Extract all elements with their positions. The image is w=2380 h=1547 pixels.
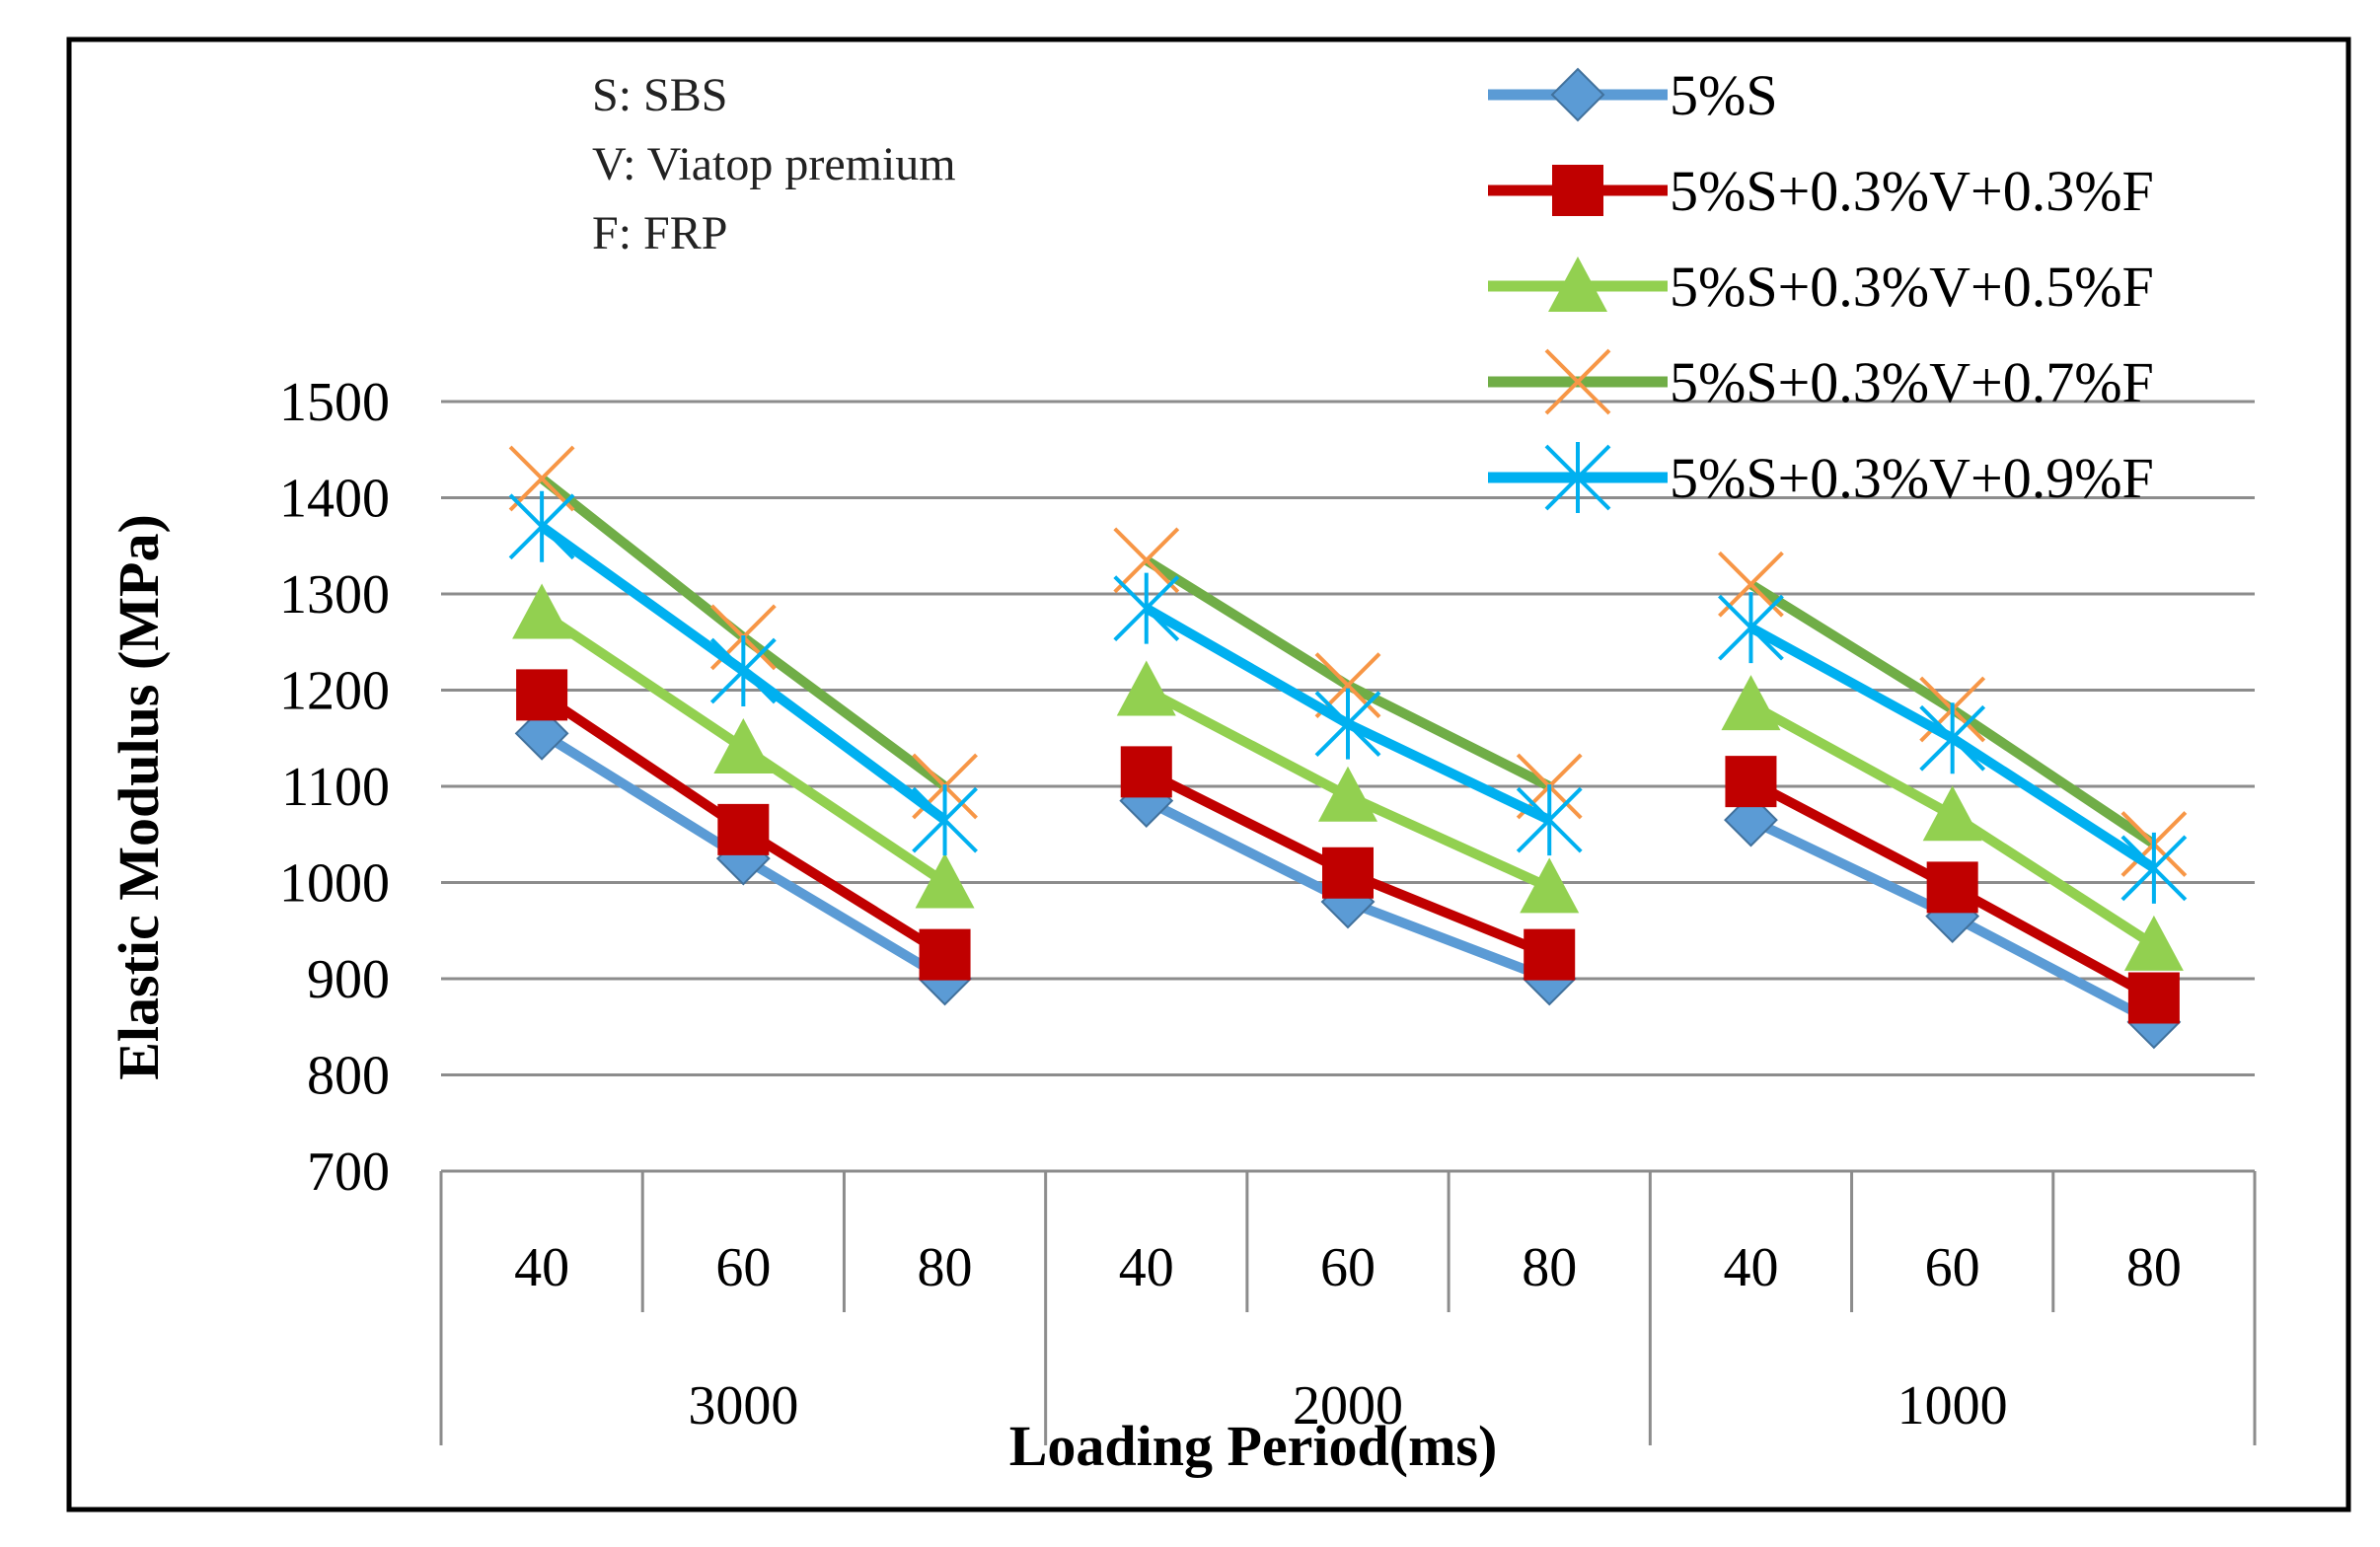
x-tick-label: 80 bbox=[918, 1237, 973, 1298]
x-tick-label: 60 bbox=[1320, 1237, 1376, 1298]
x-tick-label: 80 bbox=[2126, 1237, 2182, 1298]
data-point bbox=[1322, 847, 1374, 899]
data-point bbox=[1520, 857, 1580, 914]
x-tick-label: 60 bbox=[715, 1237, 771, 1298]
y-tick-label: 1500 bbox=[279, 372, 390, 433]
series-5-s-0-3-v-0-5-f bbox=[512, 583, 2184, 971]
data-point bbox=[516, 669, 568, 721]
data-point bbox=[1922, 785, 1982, 842]
abbreviation-notes: S: SBS V: Viatop premium F: FRP bbox=[592, 69, 956, 259]
marker-stroke bbox=[1113, 527, 1180, 594]
y-tick-label: 900 bbox=[307, 949, 390, 1010]
x-axis: 40 60 80 3000 40 60 80 2000 40 60 80 1000 bbox=[439, 1171, 2257, 1445]
y-axis-title: Elastic Modulus (MPa) bbox=[107, 514, 171, 1080]
note-line: V: Viatop premium bbox=[592, 138, 956, 190]
data-point bbox=[1116, 660, 1176, 716]
marker-stroke bbox=[508, 445, 575, 512]
series-5-s-0-3-v-0-9-f bbox=[508, 490, 2188, 904]
y-tick-label: 1400 bbox=[279, 469, 390, 530]
data-point bbox=[912, 784, 978, 856]
legend-label: 5%S+0.3%V+0.9%F bbox=[1670, 446, 2154, 510]
legend: 5%S 5%S+0.3%V+0.3%F 5%S+0.3%V+0.5%F 5%S+0.3… bbox=[1488, 63, 2154, 513]
marker-stroke bbox=[1544, 348, 1611, 415]
x-axis-title: Loading Period(ms) bbox=[1009, 1414, 1498, 1478]
y-tick-label: 1200 bbox=[279, 661, 390, 722]
data-point bbox=[919, 928, 971, 981]
note-line: F: FRP bbox=[592, 207, 727, 259]
data-point bbox=[1516, 784, 1583, 856]
data-point bbox=[1926, 861, 1978, 914]
data-point bbox=[1919, 702, 1986, 774]
y-axis: 700 800 900 1000 1100 1200 1300 1400 1500 bbox=[279, 372, 390, 1203]
chart-frame bbox=[66, 37, 2351, 1512]
series-layer bbox=[508, 445, 2188, 1050]
data-point bbox=[1524, 928, 1576, 981]
legend-item: 5%S bbox=[1488, 63, 1778, 127]
note-line: S: SBS bbox=[592, 69, 727, 121]
data-point bbox=[1120, 746, 1172, 798]
data-point bbox=[1318, 766, 1377, 822]
y-tick-label: 700 bbox=[307, 1142, 390, 1203]
data-point bbox=[915, 852, 975, 909]
legend-marker bbox=[1544, 442, 1611, 513]
legend-item: 5%S+0.3%V+0.5%F bbox=[1488, 255, 2154, 319]
x-group-label: 3000 bbox=[688, 1375, 798, 1436]
y-tick-label: 1100 bbox=[281, 757, 390, 818]
data-point bbox=[2123, 915, 2184, 971]
data-point bbox=[508, 490, 575, 562]
x-tick-label: 40 bbox=[1119, 1237, 1174, 1298]
x-group-label: 2000 bbox=[1293, 1375, 1403, 1436]
x-tick-label: 40 bbox=[514, 1237, 569, 1298]
x-tick-label: 40 bbox=[1723, 1237, 1778, 1298]
legend-label: 5%S+0.3%V+0.5%F bbox=[1670, 255, 2154, 319]
data-point bbox=[713, 718, 774, 774]
x-tick-label: 60 bbox=[1925, 1237, 1980, 1298]
data-point bbox=[1725, 756, 1777, 808]
data-point bbox=[1113, 572, 1180, 644]
legend-item: 5%S+0.3%V+0.9%F bbox=[1488, 442, 2154, 513]
data-point bbox=[1314, 688, 1381, 760]
data-point bbox=[1113, 527, 1180, 594]
data-point bbox=[2120, 832, 2188, 904]
legend-marker bbox=[1550, 67, 1605, 122]
legend-label: 5%S+0.3%V+0.7%F bbox=[1670, 350, 2154, 414]
data-point bbox=[2127, 972, 2180, 1024]
y-tick-label: 1000 bbox=[279, 853, 390, 915]
legend-label: 5%S+0.3%V+0.3%F bbox=[1670, 159, 2154, 223]
y-tick-label: 800 bbox=[307, 1046, 390, 1107]
data-point bbox=[1721, 675, 1781, 731]
data-point bbox=[717, 803, 770, 855]
data-point bbox=[1718, 592, 1784, 664]
series-5-s-0-3-v-0-3-f bbox=[516, 669, 2180, 1024]
legend-item: 5%S+0.3%V+0.7%F bbox=[1488, 348, 2154, 415]
legend-label: 5%S bbox=[1670, 63, 1778, 127]
x-tick-label: 80 bbox=[1522, 1237, 1577, 1298]
data-point bbox=[512, 583, 572, 639]
data-point bbox=[508, 445, 575, 512]
legend-item: 5%S+0.3%V+0.3%F bbox=[1488, 159, 2154, 223]
y-tick-label: 1300 bbox=[279, 564, 390, 626]
x-group-label: 1000 bbox=[1897, 1375, 2008, 1436]
legend-marker bbox=[1548, 257, 1607, 312]
data-point bbox=[709, 635, 777, 706]
legend-marker bbox=[1544, 348, 1611, 415]
legend-marker bbox=[1552, 165, 1603, 216]
